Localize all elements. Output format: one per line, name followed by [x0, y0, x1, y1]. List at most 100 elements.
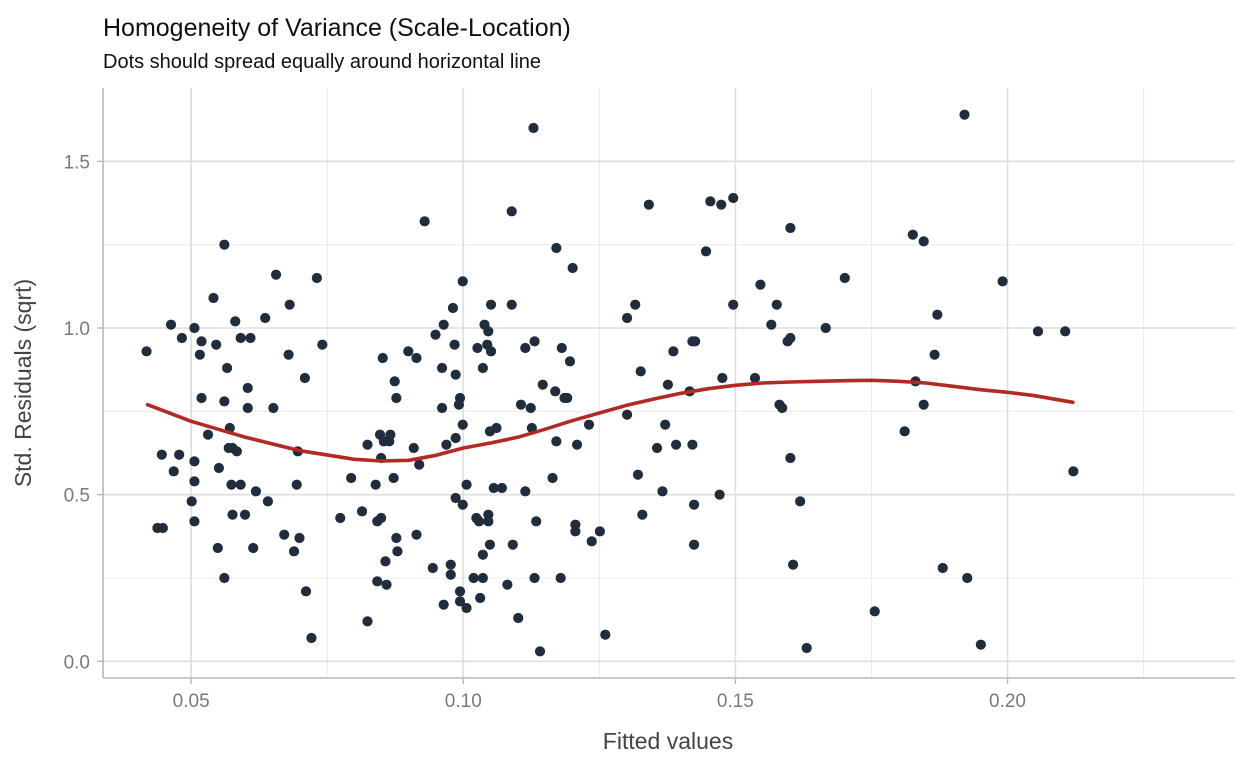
- x-tick-label: 0.15: [717, 691, 754, 712]
- scatter-point: [600, 629, 611, 640]
- scatter-point: [438, 319, 449, 330]
- y-tick-label: 0.5: [64, 486, 90, 507]
- scatter-point: [157, 522, 168, 534]
- scatter-point: [529, 572, 540, 584]
- scatter-point: [235, 479, 246, 490]
- scatter-point: [586, 536, 597, 547]
- scatter-point: [714, 489, 725, 500]
- scatter-point: [491, 422, 502, 434]
- scatter-point: [594, 526, 605, 537]
- scatter-point: [771, 299, 782, 310]
- scatter-point: [485, 299, 497, 310]
- scatter-point: [475, 592, 486, 604]
- scatter-point: [189, 322, 200, 334]
- scatter-point: [454, 596, 466, 607]
- scatter-point: [918, 399, 929, 410]
- scatter-point: [450, 369, 461, 380]
- smooth-line-layer: [145, 378, 1075, 463]
- scatter-point: [445, 569, 456, 580]
- scatter-point: [436, 402, 448, 414]
- scatter-point: [687, 439, 698, 450]
- scatter-point: [477, 549, 488, 560]
- scatter-point: [242, 402, 253, 414]
- scatter-point: [975, 639, 986, 650]
- scatter-point: [239, 509, 251, 520]
- scatter-point: [716, 199, 727, 210]
- y-axis-title: Std. Residuals (sqrt): [10, 279, 36, 487]
- scatter-point: [556, 342, 567, 354]
- scatter-point: [380, 556, 391, 567]
- scatter-point: [227, 509, 238, 520]
- scatter-point: [388, 472, 399, 484]
- scatter-point: [219, 239, 230, 250]
- scatter-point: [621, 312, 633, 324]
- scatter-point: [392, 546, 403, 557]
- scatter-point: [250, 486, 262, 497]
- scatter-point: [907, 229, 918, 240]
- scatter-point: [248, 542, 259, 554]
- scatter-point: [483, 516, 494, 527]
- scatter-point: [208, 292, 219, 304]
- scatter-point: [311, 272, 322, 284]
- scatter-point: [937, 562, 948, 574]
- scatter-point: [317, 339, 328, 350]
- scatter-point: [1032, 326, 1044, 337]
- scatter-point: [755, 279, 766, 290]
- scatter-point: [270, 269, 282, 280]
- scatter-point: [441, 439, 452, 450]
- scatter-point: [461, 602, 472, 614]
- scatter-point: [820, 322, 831, 334]
- scatter-point: [728, 192, 739, 204]
- scatter-point: [513, 612, 524, 624]
- scatter-point: [717, 372, 728, 384]
- scatter-point: [520, 342, 531, 354]
- scatter-point: [531, 516, 542, 527]
- scatter-point: [506, 206, 517, 217]
- scatter-point: [488, 482, 499, 494]
- scatter-point: [485, 346, 497, 357]
- scatter-point: [427, 562, 438, 574]
- scatter-point: [801, 642, 812, 654]
- scatter-point: [245, 332, 256, 344]
- scatter-point: [300, 586, 312, 597]
- scatter-point: [929, 349, 940, 360]
- scatter-point: [385, 429, 396, 440]
- scatter-point: [299, 372, 311, 384]
- scatter-point: [335, 512, 346, 524]
- scatter-point: [430, 329, 441, 340]
- scatter-point: [403, 346, 414, 357]
- scatter-point: [690, 336, 701, 347]
- scatter-point: [705, 196, 716, 207]
- scatter-point: [189, 456, 200, 467]
- scatter-point: [502, 579, 513, 590]
- scatter-point: [657, 486, 668, 497]
- scatter-point: [477, 572, 488, 584]
- scatter-point: [291, 479, 302, 490]
- scatter-point: [525, 402, 536, 414]
- scatter-point: [436, 362, 448, 374]
- chart-title: Homogeneity of Variance (Scale-Location): [103, 14, 571, 42]
- x-axis-title: Fitted values: [603, 728, 733, 754]
- scatter-point: [962, 572, 973, 584]
- scatter-point: [189, 516, 200, 527]
- scatter-point: [356, 506, 368, 517]
- scatter-point: [294, 532, 305, 544]
- scatter-point: [795, 496, 806, 507]
- y-tick-label: 1.5: [64, 152, 90, 173]
- scatter-point: [260, 312, 271, 324]
- scatter-point: [637, 509, 648, 520]
- scatter-point: [520, 486, 531, 497]
- scatter-point: [168, 466, 179, 477]
- scatter-point: [186, 496, 197, 507]
- scatter-point: [651, 442, 663, 454]
- scatter-point: [165, 319, 177, 330]
- scatter-point: [506, 299, 517, 310]
- tick-labels: 0.05 0.10 0.15 0.20 0.0 0.5 1.0 1.5: [64, 152, 1026, 712]
- scatter-point: [262, 496, 274, 507]
- scatter-point: [688, 539, 700, 550]
- scatter-point: [583, 419, 595, 430]
- scatter-point: [507, 539, 518, 550]
- scatter-point: [219, 572, 230, 584]
- scatter-point: [174, 449, 185, 460]
- scatter-point: [534, 646, 546, 657]
